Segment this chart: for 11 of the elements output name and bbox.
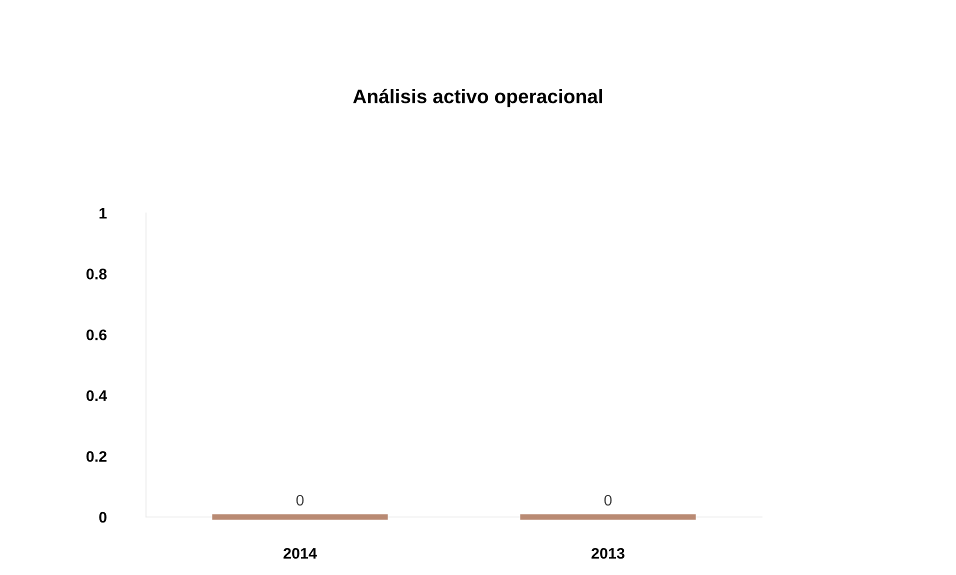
y-tick-label: 0.4 xyxy=(86,390,108,402)
data-label: 0 xyxy=(296,494,304,506)
x-tick-label: 2013 xyxy=(592,548,624,559)
x-tick-label: 2014 xyxy=(284,548,317,559)
y-tick-label: 0.6 xyxy=(86,329,107,340)
data-label: 0 xyxy=(604,494,612,506)
y-tick-label: 1 xyxy=(100,208,107,219)
y-tick-label: 0.2 xyxy=(86,451,106,462)
chart-title: Análisis activo operacional xyxy=(353,88,602,108)
y-tick-label: 0.8 xyxy=(86,268,107,280)
y-tick-label: 0 xyxy=(99,512,106,523)
